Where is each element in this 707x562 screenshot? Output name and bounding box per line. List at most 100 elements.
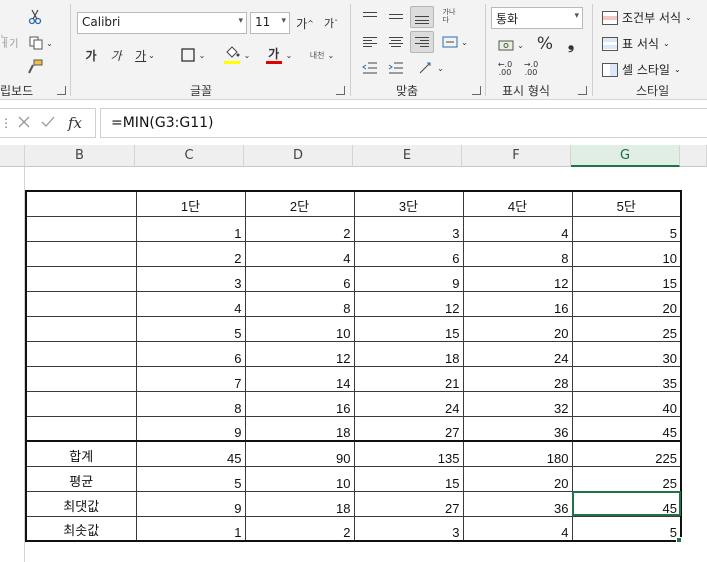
merge-center-button[interactable]: ⌄ [438,33,472,51]
table-cell[interactable]: 9 [135,490,246,517]
confirm-edit-button[interactable] [36,114,60,133]
table-cell[interactable] [25,340,137,367]
table-cell[interactable]: 90 [244,440,355,467]
orientation-wrap-button[interactable]: 가나 다 [438,5,460,27]
table-cell[interactable]: 18 [244,490,355,517]
table-cell[interactable]: 1 [135,215,246,242]
table-cell[interactable]: 4 [462,215,573,242]
table-cell[interactable]: 12 [462,265,573,292]
table-cell[interactable]: 5 [135,315,246,342]
table-cell[interactable]: 9 [135,415,246,442]
underline-button[interactable]: 가 ⌄ [132,46,158,64]
border-button[interactable]: ⌄ [176,46,210,64]
table-cell[interactable]: 4 [462,515,573,542]
table-cell[interactable]: 25 [571,465,682,492]
align-top-button[interactable] [360,7,380,25]
table-cell[interactable]: 5 [135,465,246,492]
vertical-ellipsis-icon[interactable]: ⋮ [0,116,12,130]
formula-input[interactable]: =MIN(G3:G11) [100,108,707,138]
table-cell[interactable]: 5 [571,215,682,242]
table-cell[interactable]: 20 [462,465,573,492]
table-cell[interactable]: 6 [244,265,355,292]
active-cell[interactable]: 45 [571,490,682,517]
column-header-b[interactable]: B [25,145,135,167]
table-cell[interactable] [25,415,137,442]
font-color-button[interactable]: 가 ⌄ [262,44,296,66]
cell-styles-button[interactable]: 셀 스타일 ⌄ [602,61,681,78]
font-launcher-icon[interactable] [336,86,345,95]
percent-button[interactable]: % [534,33,556,55]
table-cell[interactable]: 3 [353,215,464,242]
table-cell[interactable]: 12 [353,290,464,317]
accounting-format-button[interactable]: ⌄ [494,36,528,54]
cancel-edit-button[interactable] [12,114,36,133]
table-cell[interactable]: 2 [135,240,246,267]
table-cell[interactable]: 6 [353,240,464,267]
table-cell[interactable]: 36 [462,415,573,442]
table-cell[interactable]: 32 [462,390,573,417]
table-cell[interactable]: 5단 [571,190,682,217]
table-cell[interactable]: 45 [135,440,246,467]
table-cell[interactable]: 9 [353,265,464,292]
column-header-c[interactable]: C [135,145,244,167]
table-cell[interactable]: 합계 [25,440,137,467]
table-cell[interactable]: 2 [244,215,355,242]
column-header-d[interactable]: D [244,145,353,167]
row-header-strip[interactable] [0,167,25,562]
table-cell[interactable]: 1단 [135,190,246,217]
align-center-button[interactable] [386,33,406,51]
table-cell[interactable]: 20 [462,315,573,342]
decrease-indent-button[interactable] [360,59,380,77]
column-header-g[interactable]: G [571,145,680,167]
decrease-decimal-button[interactable]: →.0 .00 [520,58,542,80]
table-cell[interactable]: 40 [571,390,682,417]
table-cell[interactable]: 평균 [25,465,137,492]
cut-button[interactable] [26,8,44,26]
number-launcher-icon[interactable] [578,86,587,95]
table-cell[interactable]: 12 [244,340,355,367]
table-cell[interactable]: 3단 [353,190,464,217]
clipboard-launcher-icon[interactable] [57,86,66,95]
table-cell[interactable]: 10 [244,465,355,492]
table-cell[interactable]: 20 [571,290,682,317]
increase-indent-button[interactable] [386,59,406,77]
table-cell[interactable] [25,390,137,417]
table-cell[interactable]: 7 [135,365,246,392]
table-cell[interactable]: 18 [353,340,464,367]
table-cell[interactable]: 16 [462,290,573,317]
table-cell[interactable]: 180 [462,440,573,467]
conditional-formatting-button[interactable]: 조건부 서식 ⌄ [602,9,692,26]
align-left-button[interactable] [360,33,380,51]
table-cell[interactable] [25,215,137,242]
table-cell[interactable]: 225 [571,440,682,467]
number-format-select[interactable]: 통화 ▾ [491,7,583,29]
table-cell[interactable] [25,315,137,342]
format-as-table-button[interactable]: 표 서식 ⌄ [602,35,670,52]
fill-handle[interactable] [676,537,682,543]
table-cell[interactable] [25,190,137,217]
table-cell[interactable]: 3 [135,265,246,292]
format-painter-button[interactable] [26,58,44,76]
table-cell[interactable]: 8 [462,240,573,267]
paste-fragment[interactable]: ᆫ ㅔ기 [0,29,19,50]
increase-decimal-button[interactable]: ←.0 .00 [494,58,516,80]
bold-button[interactable]: 가 [82,46,100,64]
table-cell[interactable]: 8 [135,390,246,417]
column-header-h[interactable] [680,145,707,167]
table-cell[interactable]: 16 [244,390,355,417]
table-cell[interactable]: 27 [353,415,464,442]
table-cell[interactable]: 27 [353,490,464,517]
table-cell[interactable]: 24 [462,340,573,367]
table-cell[interactable]: 35 [571,365,682,392]
align-right-button[interactable] [410,31,434,53]
table-cell[interactable]: 4단 [462,190,573,217]
table-cell[interactable]: 1 [135,515,246,542]
align-bottom-button[interactable] [410,6,434,28]
table-cell[interactable]: 6 [135,340,246,367]
phonetic-button[interactable]: 내천 ⌄ [304,44,340,66]
table-cell[interactable]: 10 [571,240,682,267]
insert-function-button[interactable]: fx [60,114,90,132]
table-cell[interactable]: 14 [244,365,355,392]
font-size-select[interactable]: 11 ▾ [250,12,290,34]
table-cell[interactable]: 15 [353,465,464,492]
